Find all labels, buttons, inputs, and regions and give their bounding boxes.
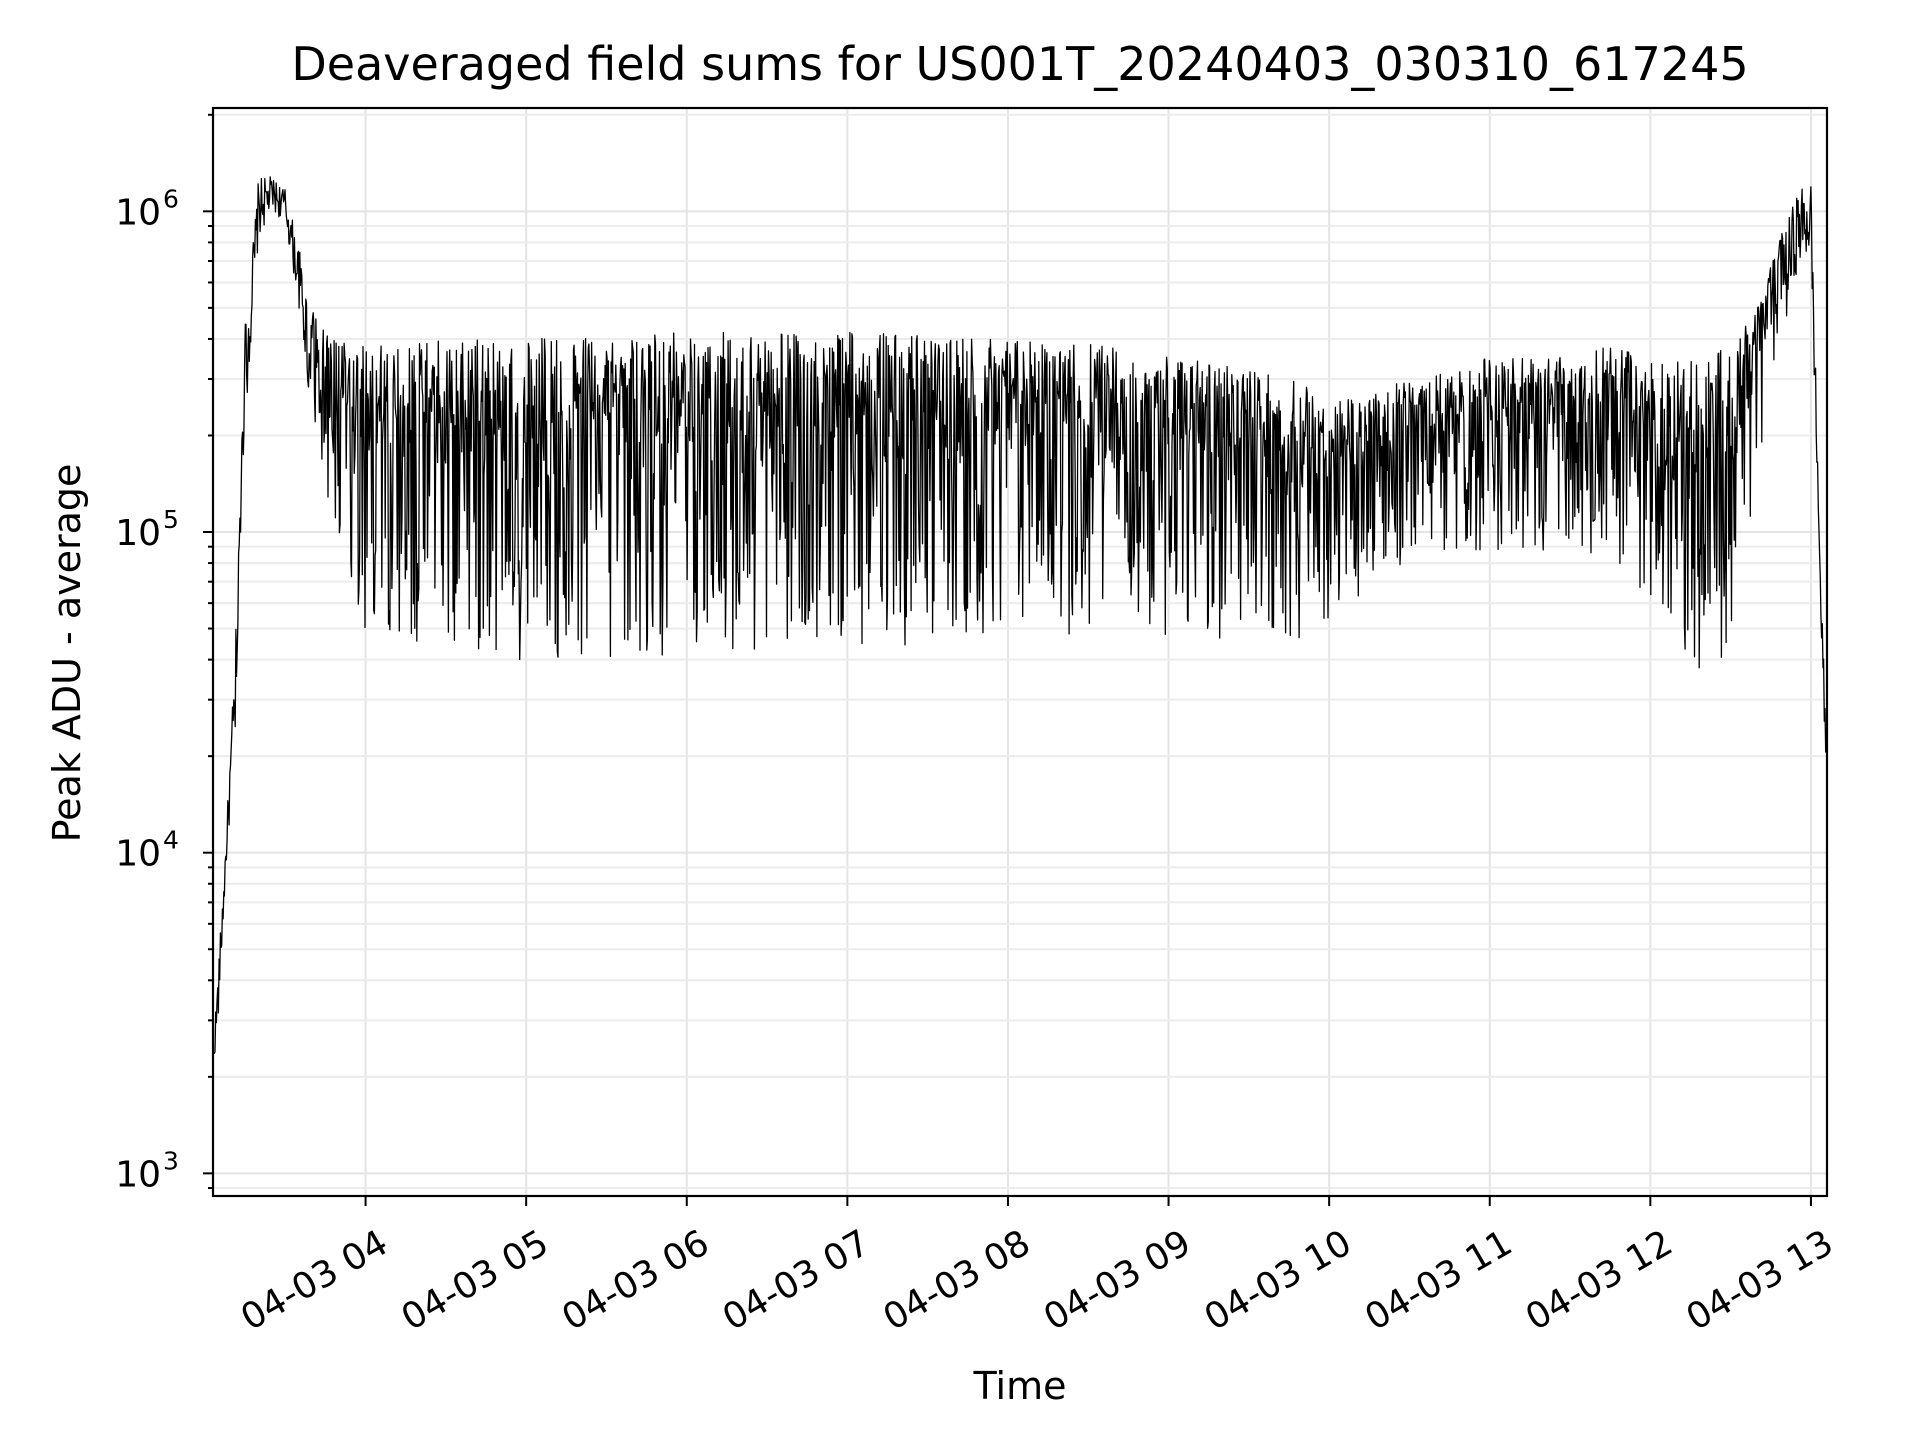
- y-tick-exponent: 4: [163, 826, 179, 855]
- y-tick-label: 10: [115, 834, 161, 875]
- series-layer: [212, 176, 1828, 1055]
- y-tick-label: 10: [115, 192, 161, 233]
- y-tick-label: 10: [115, 513, 161, 554]
- grid-layer: [213, 108, 1827, 1196]
- y-tick-exponent: 5: [163, 505, 179, 534]
- x-axis-label: Time: [973, 1364, 1067, 1408]
- y-tick-label: 10: [115, 1154, 161, 1195]
- plot-frame: [211, 106, 1829, 1198]
- y-axis-label: Peak ADU - average: [45, 464, 89, 843]
- y-tick-exponent: 6: [163, 184, 179, 213]
- chart-title: Deaveraged field sums for US001T_2024040…: [291, 37, 1748, 91]
- y-tick-exponent: 3: [163, 1146, 179, 1175]
- series-line: [212, 176, 1828, 1055]
